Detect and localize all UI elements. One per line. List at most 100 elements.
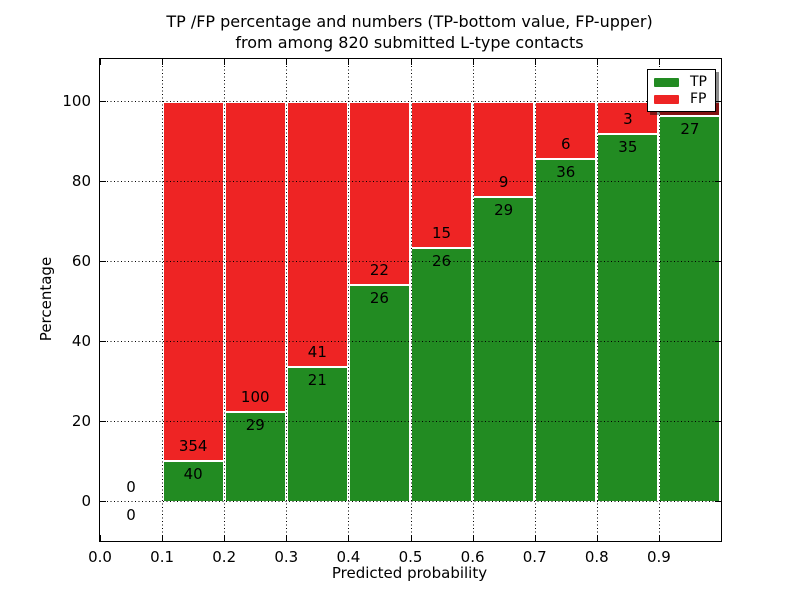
y-tick-label: 0 xyxy=(81,492,91,510)
bar-fp-0.5-0.6 xyxy=(412,101,472,248)
x-tick-bottom xyxy=(224,535,226,541)
x-tick-label: 0.5 xyxy=(398,548,423,566)
legend-label-fp: FP xyxy=(690,91,707,107)
tp-count-label-0.8-0.9: 35 xyxy=(618,137,638,156)
tp-count-label-0.4-0.5: 26 xyxy=(369,289,389,308)
tp-count-label-0.7-0.8: 36 xyxy=(556,163,576,182)
x-gridline-0.5 xyxy=(410,59,412,541)
tp-count-label-0.0-0.1: 0 xyxy=(126,506,136,524)
chart-title: TP /FP percentage and numbers (TP-bottom… xyxy=(166,12,653,52)
x-tick-label: 0.1 xyxy=(150,548,175,566)
y-gridline-20 xyxy=(100,421,721,422)
x-tick-bottom xyxy=(162,535,164,541)
tp-count-label-0.9-1.0: 27 xyxy=(680,120,700,139)
y-tick-label: 20 xyxy=(71,412,91,430)
x-tick-bottom xyxy=(348,535,350,541)
fp-count-label-0.5-0.6: 15 xyxy=(432,224,452,243)
x-gridline-0.3 xyxy=(286,59,288,541)
bar-fp-0.2-0.3 xyxy=(225,101,285,412)
bar-tp-0.7-0.8 xyxy=(536,158,596,501)
x-gridline-0.8 xyxy=(596,59,598,541)
bar-tp-0.2-0.3 xyxy=(225,411,285,501)
x-tick-top xyxy=(100,59,101,65)
bar-count-labels-layer: 003544010029412122261526929636335127 xyxy=(100,59,721,541)
x-tick-bottom xyxy=(100,535,101,541)
y-gridline-40 xyxy=(100,341,721,342)
bar-tp-0.6-0.7 xyxy=(474,195,534,501)
tp-count-label-0.6-0.7: 29 xyxy=(494,200,514,219)
x-gridline-0.6 xyxy=(472,59,474,541)
x-tick-label: 0.8 xyxy=(584,548,609,566)
y-gridline-100 xyxy=(100,101,721,102)
y-gridline-60 xyxy=(100,261,721,262)
fp-count-label-0.0-0.1: 0 xyxy=(126,478,136,496)
x-tick-bottom xyxy=(658,535,660,541)
x-tick-bottom xyxy=(534,535,536,541)
y-tick-right xyxy=(715,261,721,262)
legend-entry-fp: FP xyxy=(654,92,709,106)
fp-count-label-0.4-0.5: 22 xyxy=(369,261,389,280)
y-tick-left xyxy=(100,421,106,422)
x-gridline-0.1 xyxy=(162,59,164,541)
x-tick-bottom xyxy=(596,535,598,541)
x-tick-bottom xyxy=(472,535,474,541)
x-tick-top xyxy=(596,59,598,65)
legend: TP FP xyxy=(647,69,716,112)
grid-layer xyxy=(100,59,721,541)
x-tick-top xyxy=(410,59,412,65)
x-gridline-0.2 xyxy=(224,59,226,541)
tp-count-label-0.5-0.6: 26 xyxy=(432,252,452,271)
bar-fp-0.4-0.5 xyxy=(349,101,409,285)
bar-fp-0.1-0.2 xyxy=(163,101,223,461)
x-gridline-0.4 xyxy=(348,59,350,541)
y-tick-left xyxy=(100,501,106,502)
y-tick-label: 40 xyxy=(71,332,91,350)
x-tick-top xyxy=(162,59,164,65)
fp-count-label-0.1-0.2: 354 xyxy=(178,437,208,456)
tp-legend-swatch-icon xyxy=(654,77,679,87)
x-tick-top xyxy=(286,59,288,65)
x-tick-label: 0.3 xyxy=(274,548,299,566)
y-tick-right xyxy=(715,501,721,502)
bar-tp-0.8-0.9 xyxy=(598,132,658,501)
bar-tp-0.9-1.0 xyxy=(660,115,720,501)
bar-fp-0.3-0.4 xyxy=(287,101,347,366)
bar-tp-0.1-0.2 xyxy=(163,460,223,501)
y-tick-left xyxy=(100,101,106,102)
tp-count-label-0.2-0.3: 29 xyxy=(245,416,265,435)
x-tick-top xyxy=(534,59,536,65)
y-tick-label: 80 xyxy=(71,172,91,190)
legend-label-tp: TP xyxy=(690,74,707,90)
bar-tp-0.5-0.6 xyxy=(412,247,472,501)
fp-count-label-0.7-0.8: 6 xyxy=(560,135,571,154)
x-tick-label: 0.0 xyxy=(88,548,112,566)
plot-area: 0.0 0.1 0.2 0.3 0.4 0.5 0.6 0.7 0.8 0.9 0 20 40 60 80 1… xyxy=(62,58,722,566)
y-tick-right xyxy=(715,101,721,102)
x-tick-label: 0.7 xyxy=(522,548,547,566)
y-tick-left xyxy=(100,341,106,342)
x-tick-label: 0.9 xyxy=(646,548,671,566)
bar-tp-0.3-0.4 xyxy=(287,365,347,501)
bar-fp-0.6-0.7 xyxy=(474,101,534,196)
x-gridline-0.7 xyxy=(534,59,536,541)
tp-count-label-0.1-0.2: 40 xyxy=(183,465,203,484)
x-tick-label: 0.4 xyxy=(336,548,361,566)
y-tick-right xyxy=(715,341,721,342)
x-tick-top xyxy=(224,59,226,65)
x-tick-bottom xyxy=(286,535,288,541)
x-tick-top xyxy=(348,59,350,65)
x-tick-label: 0.2 xyxy=(212,548,237,566)
x-axis-label: Predicted probability xyxy=(331,564,488,582)
fp-count-label-0.3-0.4: 41 xyxy=(307,342,327,361)
fp-count-label-0.6-0.7: 9 xyxy=(498,172,509,191)
tp-count-label-0.3-0.4: 21 xyxy=(307,370,327,389)
y-tick-label: 60 xyxy=(71,252,91,270)
fp-legend-swatch-icon xyxy=(654,94,679,104)
fp-count-label-0.2-0.3: 100 xyxy=(240,388,270,407)
y-tick-right xyxy=(715,181,721,182)
fp-count-label-0.8-0.9: 3 xyxy=(623,109,633,128)
x-tick-top xyxy=(658,59,660,65)
bars-layer xyxy=(100,59,721,541)
x-tick-bottom xyxy=(410,535,412,541)
